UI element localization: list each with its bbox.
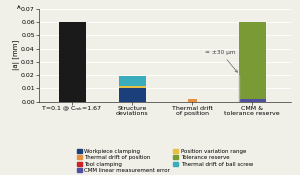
Legend: Workpiece clamping, Thermal drift of position, Tool clamping, CMM linear measure: Workpiece clamping, Thermal drift of pos… (77, 149, 253, 173)
Bar (188, 99, 196, 101)
Bar (238, 99, 266, 101)
Bar (238, 22, 266, 99)
Bar (118, 86, 146, 88)
Bar (118, 88, 146, 102)
Y-axis label: |a| [mm]: |a| [mm] (13, 40, 20, 70)
Text: ≈ ±30 µm: ≈ ±30 µm (206, 50, 237, 72)
Bar (118, 76, 146, 86)
Bar (58, 22, 85, 101)
